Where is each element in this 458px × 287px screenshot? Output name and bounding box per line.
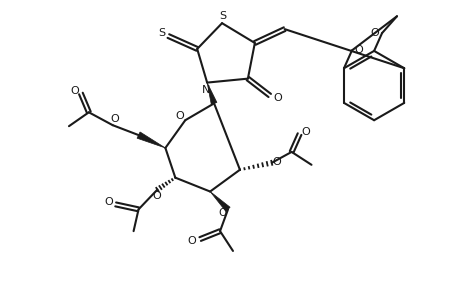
Text: O: O (152, 191, 161, 201)
Text: O: O (218, 208, 226, 218)
Text: S: S (158, 28, 165, 38)
Text: O: O (188, 236, 196, 246)
Text: O: O (273, 157, 281, 167)
Polygon shape (137, 132, 165, 148)
Text: O: O (110, 114, 119, 124)
Polygon shape (210, 191, 230, 212)
Text: O: O (301, 127, 310, 137)
Text: N: N (202, 85, 210, 94)
Text: O: O (371, 28, 380, 38)
Text: S: S (219, 11, 227, 21)
Text: O: O (71, 86, 79, 96)
Text: O: O (273, 94, 282, 103)
Text: O: O (175, 111, 184, 121)
Polygon shape (207, 83, 217, 104)
Text: O: O (104, 197, 113, 208)
Text: O: O (354, 45, 363, 55)
